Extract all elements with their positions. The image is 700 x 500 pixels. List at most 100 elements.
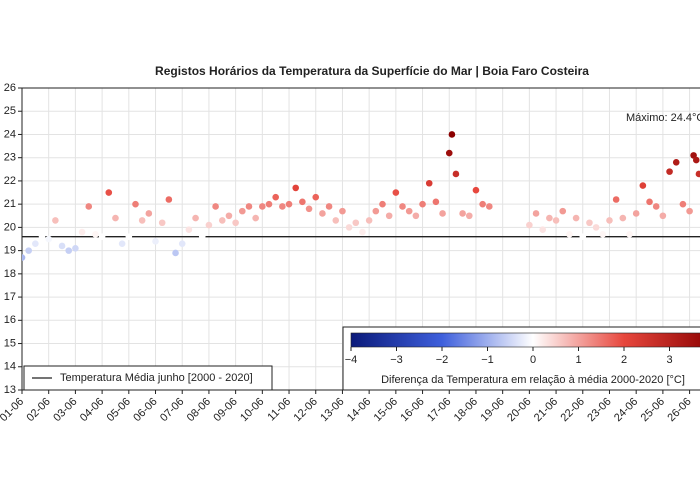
point — [212, 203, 219, 210]
x-tick-label: 08-06 — [185, 396, 213, 424]
point — [679, 200, 687, 208]
points — [22, 131, 700, 261]
point — [379, 200, 386, 208]
x-tick-label: 19-06 — [478, 396, 506, 424]
point — [339, 207, 346, 215]
point — [439, 210, 446, 217]
point — [158, 219, 166, 227]
point — [299, 198, 306, 206]
x-tick-label: 21-06 — [532, 396, 560, 424]
point — [385, 212, 393, 220]
point — [666, 168, 673, 175]
colorbar-tick-label: −1 — [481, 354, 494, 366]
point — [78, 228, 86, 236]
point — [198, 233, 206, 240]
y-tick-label: 23 — [4, 152, 16, 164]
point — [152, 238, 159, 245]
point — [72, 244, 79, 252]
x-tick-label: 23-06 — [585, 396, 613, 424]
x-tick-label: 04-06 — [78, 396, 106, 424]
point — [632, 210, 640, 217]
point — [425, 179, 433, 187]
point — [165, 196, 173, 203]
x-tick-label: 18-06 — [452, 396, 480, 424]
point — [405, 207, 413, 215]
y-tick-label: 15 — [4, 337, 16, 349]
point — [252, 214, 259, 222]
y-tick-label: 25 — [4, 105, 16, 117]
point — [98, 233, 106, 240]
point — [365, 217, 373, 224]
legend-box — [23, 365, 273, 391]
point — [586, 219, 593, 227]
y-tick-label: 18 — [4, 268, 16, 280]
colorbar-tick-label: 2 — [621, 354, 627, 366]
point — [612, 196, 620, 203]
point — [25, 247, 32, 254]
point — [372, 207, 380, 215]
max-annotation: Máximo: 24.4°C — [626, 112, 700, 124]
colorbar-tick-label: 0 — [530, 354, 536, 366]
colorbar-label: Diferença da Temperatura em relação à mé… — [381, 374, 685, 386]
point — [432, 198, 440, 206]
point — [332, 217, 340, 224]
point — [265, 200, 273, 208]
x-tick-label: 12-06 — [292, 396, 320, 424]
point — [225, 212, 233, 220]
colorbar-tick-label: 1 — [575, 354, 581, 366]
y-tick-label: 16 — [4, 314, 16, 326]
point — [559, 207, 567, 215]
point — [285, 200, 293, 208]
point — [445, 149, 453, 157]
point — [132, 200, 139, 208]
y-tick-label: 13 — [4, 384, 16, 396]
y-tick-label: 20 — [4, 221, 16, 233]
point — [465, 212, 473, 220]
y-tick-label: 21 — [4, 198, 16, 210]
x-tick-label: 09-06 — [211, 396, 239, 424]
point — [178, 240, 186, 247]
point — [659, 212, 667, 220]
point — [232, 219, 239, 227]
point — [626, 231, 633, 238]
x-tick-label: 06-06 — [131, 396, 159, 424]
point — [412, 212, 420, 220]
point — [572, 214, 580, 222]
point — [606, 217, 613, 224]
point — [359, 228, 366, 236]
point — [352, 219, 360, 227]
colorbar-tick-label: 3 — [666, 354, 672, 366]
legend-label: Temperatura Média junho [2000 - 2020] — [60, 372, 253, 384]
point — [92, 231, 99, 238]
point — [599, 231, 607, 238]
x-tick-label: 17-06 — [425, 396, 453, 424]
point — [85, 203, 93, 210]
x-tick-label: 03-06 — [51, 396, 79, 424]
point — [546, 214, 553, 222]
x-tick-label: 16-06 — [398, 396, 426, 424]
x-tick-label: 14-06 — [345, 396, 373, 424]
colorbar — [350, 332, 700, 348]
point — [592, 224, 600, 231]
point — [552, 217, 560, 224]
point — [452, 170, 460, 178]
point — [58, 242, 66, 250]
point — [566, 231, 573, 238]
point — [239, 207, 246, 215]
point — [218, 217, 226, 224]
point — [112, 214, 119, 222]
point — [399, 203, 406, 210]
point — [646, 198, 653, 206]
y-tick-label: 14 — [4, 361, 16, 373]
x-tick-label: 13-06 — [318, 396, 346, 424]
point — [312, 193, 320, 201]
x-tick-label: 07-06 — [158, 396, 186, 424]
point — [325, 203, 333, 210]
point — [65, 247, 73, 254]
x-tick-label: 11-06 — [265, 396, 293, 424]
point — [185, 226, 193, 234]
point — [639, 182, 647, 189]
x-tick-label: 15-06 — [372, 396, 400, 424]
x-tick-label: 05-06 — [105, 396, 133, 424]
